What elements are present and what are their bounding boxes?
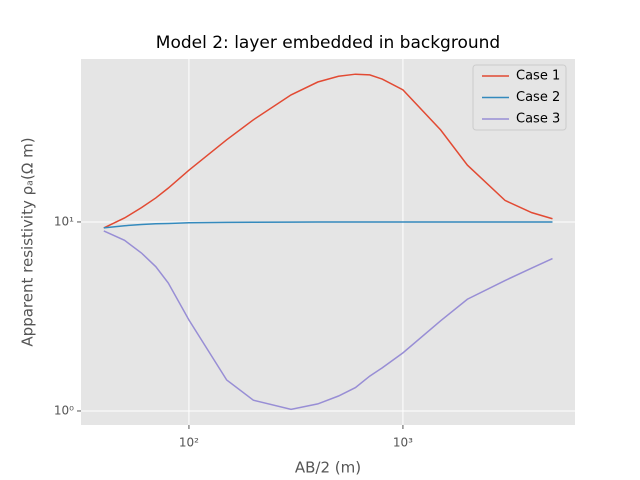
line	[103, 221, 553, 229]
legend-label: Case 3	[516, 112, 560, 127]
legend-label: Case 1	[516, 69, 560, 84]
legend-label: Case 2	[516, 90, 560, 105]
y-tick-label: 10¹	[54, 214, 74, 228]
x-axis-label: AB/2 (m)	[295, 459, 361, 477]
legend-box	[472, 64, 567, 131]
line	[103, 73, 553, 229]
line	[103, 230, 553, 411]
x-tick-label: 10³	[393, 436, 413, 450]
x-tick-label: 10²	[179, 436, 199, 450]
y-tick-label: 10⁰	[54, 403, 74, 417]
y-axis-label: Apparent resistivity ρₐ(Ω m)	[19, 137, 37, 346]
chart-title: Model 2: layer embedded in background	[156, 33, 500, 53]
